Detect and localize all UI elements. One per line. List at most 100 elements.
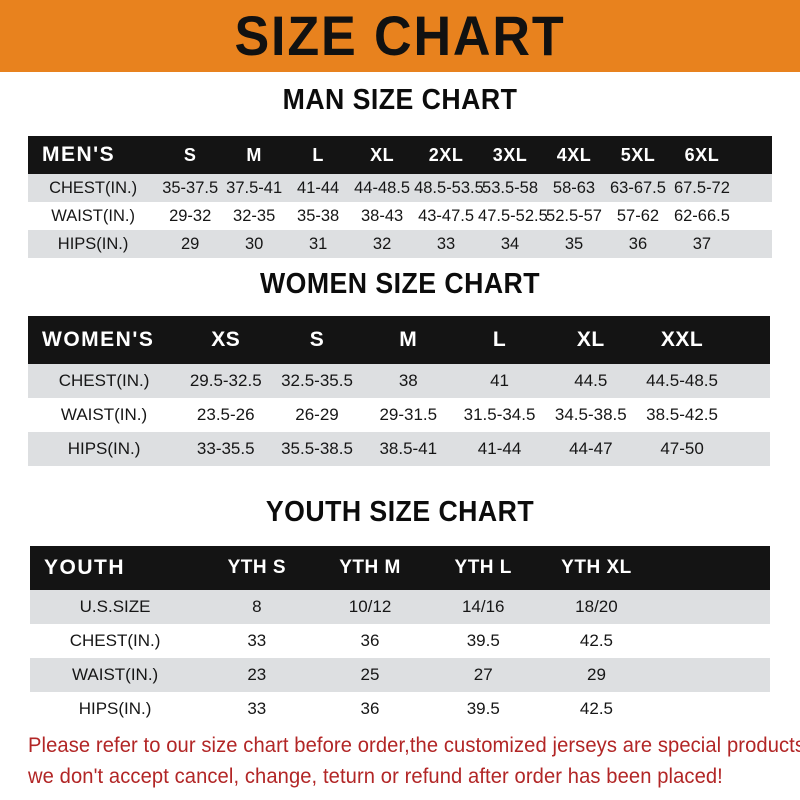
column-header: 2XL	[428, 144, 464, 165]
table-cell: 38-43	[360, 206, 404, 225]
header-spacer	[653, 546, 770, 590]
table-cell: 14/16	[461, 597, 505, 616]
table-row: CHEST(IN.) 29.5-32.5 32.5-35.5 38 41 44.5 44.5…	[28, 364, 770, 398]
youth-section-title: YOUTH SIZE CHART	[265, 496, 535, 528]
column-header: M	[399, 328, 418, 351]
table-row: WAIST(IN.) 23.5-26 26-29 29-31.5 31.5-34.5 34…	[28, 398, 770, 432]
men-size-table-wrapper: MEN'S S M L XL 2XL 3XL 4XL 5XL 6XL CHEST(IN.) 35-3…	[28, 136, 772, 258]
table-corner-header: WOMEN'S	[42, 328, 155, 351]
row-spacer	[653, 590, 770, 624]
table-cell: 10/12	[348, 597, 392, 616]
page-banner: SIZE CHART	[0, 0, 800, 72]
row-spacer	[734, 202, 772, 230]
men-table-body: CHEST(IN.) 35-37.5 37.5-41 41-44 44-48.5 48.5…	[28, 174, 772, 258]
row-spacer	[728, 398, 770, 432]
youth-size-table-wrapper: YOUTH YTH S YTH M YTH L YTH XL U.S.SIZE 8 10/1…	[30, 546, 770, 726]
row-header: WAIST(IN.)	[71, 665, 159, 684]
table-cell: 27	[473, 665, 493, 684]
table-cell: 47.5-52.5	[478, 206, 548, 225]
table-cell: 39.5	[466, 699, 500, 718]
header-spacer	[728, 316, 770, 364]
table-cell: 63-67.5	[609, 178, 666, 197]
row-spacer	[653, 692, 770, 726]
table-cell: 44-47	[569, 439, 613, 458]
column-header: XS	[211, 328, 241, 351]
table-cell: 32	[372, 234, 392, 253]
table-cell: 38	[398, 371, 418, 390]
row-spacer	[653, 624, 770, 658]
table-cell: 36	[360, 631, 380, 650]
table-row: U.S.SIZE 8 10/12 14/16 18/20	[30, 590, 770, 624]
table-cell: 8	[252, 597, 262, 616]
women-table-head: WOMEN'S XS S M L XL XXL	[28, 316, 770, 364]
table-cell: 41-44	[297, 178, 340, 197]
table-cell: 33-35.5	[196, 439, 255, 458]
table-corner-header: YOUTH	[44, 556, 125, 579]
youth-table-head: YOUTH YTH S YTH M YTH L YTH XL	[30, 546, 770, 590]
table-row: CHEST(IN.) 33 36 39.5 42.5	[30, 624, 770, 658]
youth-size-table: YOUTH YTH S YTH M YTH L YTH XL U.S.SIZE 8 10/1…	[30, 546, 770, 726]
table-cell: 34.5-38.5	[554, 405, 627, 424]
table-cell: 29-32	[169, 206, 212, 225]
column-header: 4XL	[556, 144, 592, 165]
order-notice-line-1: Please refer to our size chart before or…	[28, 734, 800, 757]
table-row: WAIST(IN.) 23 25 27 29	[30, 658, 770, 692]
table-row: HIPS(IN.) 33-35.5 35.5-38.5 38.5-41 41-44 44-…	[28, 432, 770, 466]
table-cell: 44.5	[574, 371, 608, 390]
table-cell: 23.5-26	[196, 405, 255, 424]
table-cell: 33	[247, 699, 267, 718]
column-header: XL	[370, 144, 395, 165]
table-row: WAIST(IN.) 29-32 32-35 35-38 38-43 43-47.5 47.…	[28, 202, 772, 230]
table-cell: 29.5-32.5	[189, 371, 262, 390]
column-header: M	[246, 144, 262, 165]
column-header: L	[312, 144, 324, 165]
table-cell: 52.5-57	[546, 206, 602, 225]
table-cell: 32.5-35.5	[281, 371, 353, 390]
table-cell: 33	[247, 631, 267, 650]
column-header: YTH S	[227, 557, 287, 578]
column-header: YTH M	[339, 557, 401, 578]
column-header: 3XL	[492, 144, 528, 165]
table-cell: 31	[308, 234, 328, 253]
table-cell: 35	[564, 234, 584, 253]
table-corner-header: MEN'S	[42, 143, 116, 166]
order-notice: Please refer to our size chart before or…	[28, 730, 800, 792]
table-cell: 62-66.5	[673, 206, 730, 225]
table-cell: 38.5-41	[379, 439, 438, 458]
table-header-row: MEN'S S M L XL 2XL 3XL 4XL 5XL 6XL	[28, 136, 772, 174]
table-row: HIPS(IN.) 29 30 31 32 33 34 35 36 37	[28, 230, 772, 258]
row-header: WAIST(IN.)	[51, 206, 135, 225]
table-cell: 38.5-42.5	[646, 405, 718, 424]
row-spacer	[734, 230, 772, 258]
column-header: S	[183, 144, 197, 165]
table-row: HIPS(IN.) 33 36 39.5 42.5	[30, 692, 770, 726]
column-header: YTH L	[454, 557, 512, 578]
row-header: HIPS(IN.)	[67, 439, 141, 458]
table-cell: 53.5-58	[482, 178, 539, 197]
table-cell: 30	[244, 234, 264, 253]
table-cell: 41	[490, 371, 509, 390]
men-size-table: MEN'S S M L XL 2XL 3XL 4XL 5XL 6XL CHEST(IN.) 35-3…	[28, 136, 772, 258]
table-cell: 26-29	[295, 405, 339, 424]
row-header: CHEST(IN.)	[58, 371, 150, 390]
table-cell: 32-35	[233, 206, 276, 225]
table-cell: 58-63	[552, 178, 596, 197]
table-cell: 67.5-72	[673, 178, 730, 197]
women-table-body: CHEST(IN.) 29.5-32.5 32.5-35.5 38 41 44.5 44.5…	[28, 364, 770, 466]
table-cell: 44-48.5	[354, 178, 411, 197]
row-header: WAIST(IN.)	[60, 405, 148, 424]
table-cell: 35-38	[297, 206, 340, 225]
column-header: XXL	[660, 328, 704, 351]
column-header: 6XL	[684, 144, 720, 165]
row-spacer	[653, 658, 770, 692]
row-header: U.S.SIZE	[79, 597, 151, 616]
table-cell: 36	[360, 699, 380, 718]
table-cell: 29	[586, 665, 606, 684]
table-header-row: YOUTH YTH S YTH M YTH L YTH XL	[30, 546, 770, 590]
table-cell: 29	[181, 234, 200, 253]
table-header-row: WOMEN'S XS S M L XL XXL	[28, 316, 770, 364]
table-cell: 31.5-34.5	[463, 405, 536, 424]
row-header: CHEST(IN.)	[69, 631, 161, 650]
row-spacer	[728, 364, 770, 398]
